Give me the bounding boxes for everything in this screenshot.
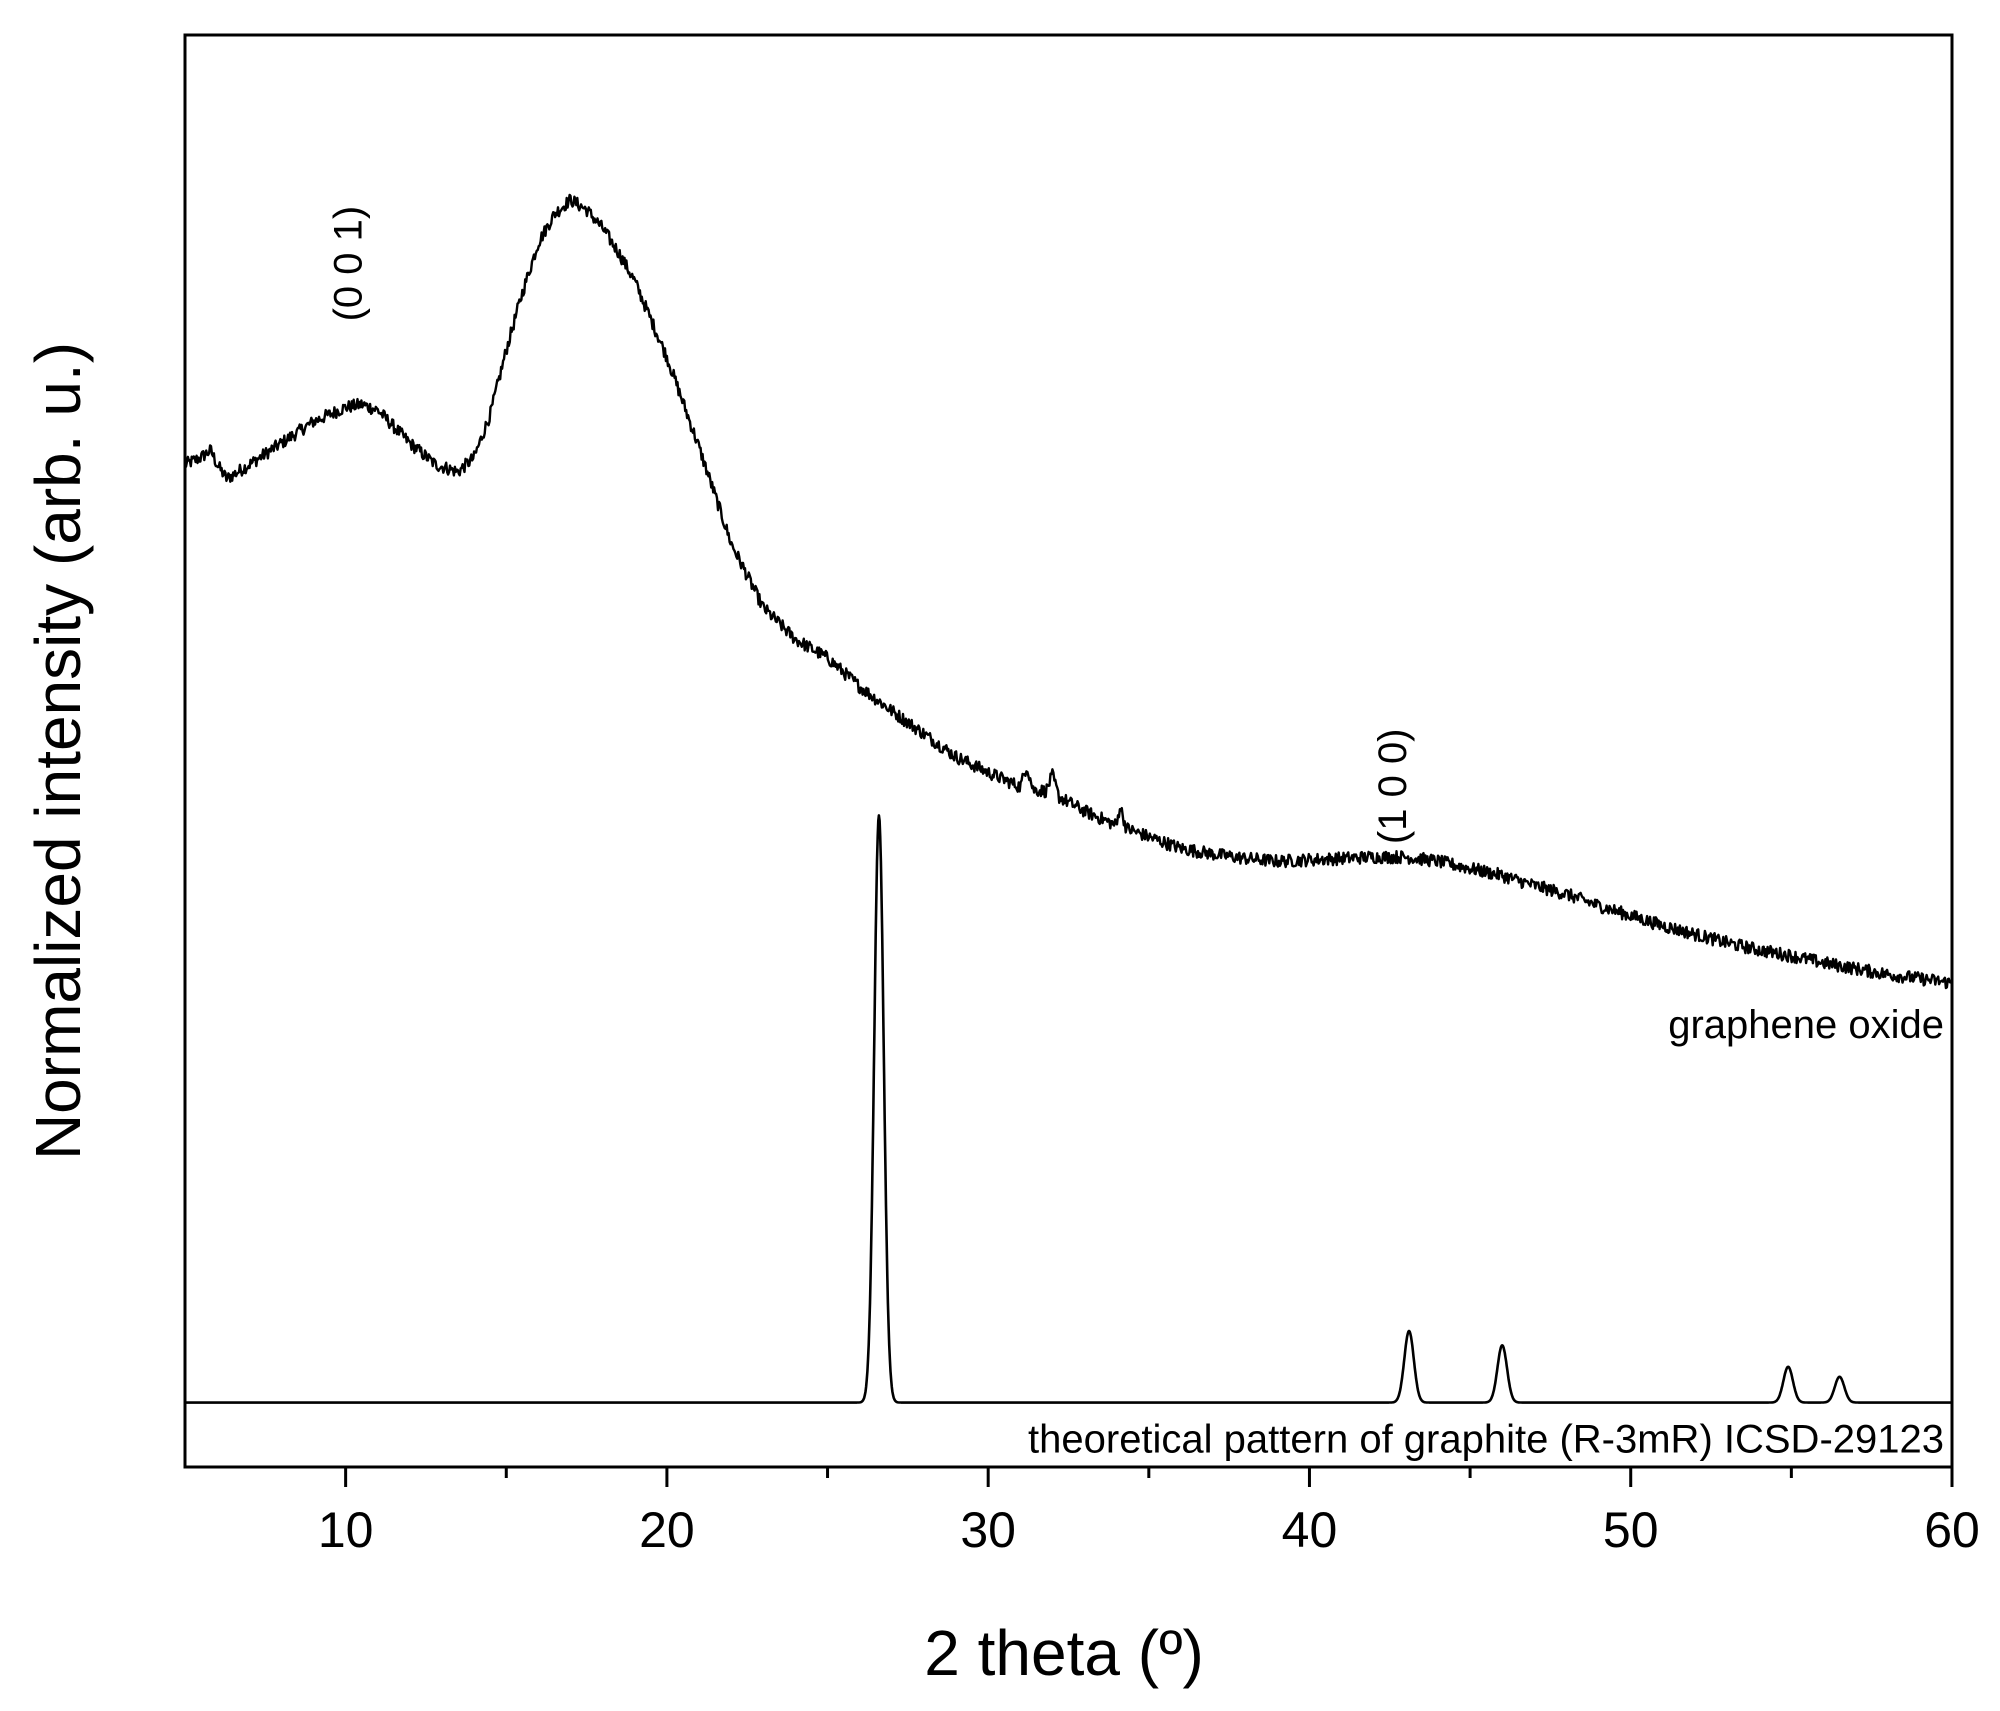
x-tick-label: 50 [1603,1502,1659,1558]
series-label: graphene oxide [1668,1003,1944,1047]
x-tick-label: 60 [1924,1502,1980,1558]
x-tick-label: 20 [639,1502,695,1558]
series-labels: graphene oxide theoretical pattern of gra… [1028,1003,1944,1462]
series-layer [183,193,1953,1404]
series-label: theoretical pattern of graphite (R-3mR) … [1028,1418,1944,1462]
plot-frame [183,33,1954,1469]
y-axis-title: Normalized intensity (arb. u.) [22,342,94,1160]
x-ticks [344,1467,1954,1487]
x-axis-title: 2 theta (º) [924,1617,1204,1689]
series-line [183,193,1953,990]
x-tick-labels: 10 20 30 40 50 60 [318,1502,1980,1558]
x-tick-label: 10 [318,1502,374,1558]
series-line [184,814,1953,1404]
peak-annotation: (0 0 1) [327,206,371,322]
peak-annotation: (1 0 0) [1371,728,1415,844]
annotations: (0 0 1) (1 0 0) [327,206,1415,844]
x-tick-label: 40 [1282,1502,1338,1558]
x-tick-label: 30 [960,1502,1016,1558]
